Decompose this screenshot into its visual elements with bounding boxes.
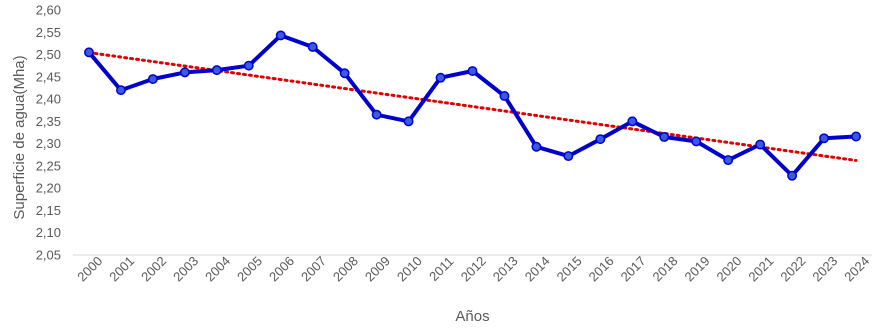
x-axis: 2000 2001 2002 2003 2004 2005 2006 2007 2008 2009… <box>73 253 872 284</box>
x-tick-label: 2005 <box>234 253 265 284</box>
x-tick-label: 2014 <box>522 253 553 284</box>
y-tick-label: 2,30 <box>36 136 61 151</box>
y-tick-label: 2,20 <box>36 181 61 196</box>
data-point <box>627 116 638 127</box>
data-point <box>467 66 478 76</box>
x-tick-label: 2008 <box>330 253 361 284</box>
x-tick-label: 2019 <box>682 253 713 284</box>
series-line <box>87 33 858 178</box>
data-point <box>755 139 766 150</box>
data-point <box>84 47 94 58</box>
data-point <box>787 170 798 181</box>
x-tick-label: 2002 <box>138 253 169 284</box>
x-tick-label: 2000 <box>74 253 105 284</box>
data-point <box>371 109 382 120</box>
x-tick-label: 2016 <box>586 253 617 284</box>
y-tick-label: 2,55 <box>36 25 61 40</box>
x-tick-label: 2012 <box>458 253 489 284</box>
x-tick-label: 2018 <box>650 253 681 284</box>
x-tick-label: 2015 <box>554 253 585 284</box>
y-axis: 2,05 2,10 2,15 2,20 2,25 2,30 2,35 2,40 2,45 2,50… <box>36 3 61 263</box>
data-point <box>531 141 542 152</box>
data-point <box>595 134 606 145</box>
x-tick-label: 2020 <box>713 253 744 284</box>
data-point <box>563 151 574 162</box>
data-point <box>819 133 830 144</box>
y-tick-label: 2,15 <box>36 203 61 218</box>
y-tick-label: 2,35 <box>36 114 61 129</box>
data-point <box>275 30 286 41</box>
data-point <box>499 91 510 101</box>
series <box>84 30 861 181</box>
data-point <box>403 116 414 127</box>
data-point <box>243 60 254 71</box>
x-tick-label: 2022 <box>777 253 808 284</box>
data-point <box>147 74 158 84</box>
x-tick-label: 2024 <box>841 253 872 284</box>
x-tick-label: 2023 <box>809 253 840 284</box>
data-point <box>435 72 446 83</box>
data-point <box>179 67 190 78</box>
y-tick-label: 2,60 <box>36 3 61 18</box>
x-tick-label: 2003 <box>170 253 201 284</box>
data-point <box>211 65 222 76</box>
data-point <box>115 85 126 96</box>
data-point <box>339 68 350 79</box>
x-axis-title: Años <box>455 308 489 325</box>
y-tick-label: 2,10 <box>36 225 61 240</box>
x-tick-label: 2009 <box>362 253 393 284</box>
y-axis-title: Superficie de agua(Mha) <box>11 55 28 219</box>
y-tick-label: 2,45 <box>36 69 61 84</box>
x-tick-label: 2017 <box>618 253 649 284</box>
y-tick-label: 2,05 <box>36 248 61 263</box>
x-tick-label: 2011 <box>426 254 456 284</box>
data-point <box>691 136 702 147</box>
x-tick-label: 2010 <box>394 253 425 284</box>
x-tick-label: 2007 <box>298 253 329 284</box>
data-point <box>851 131 861 142</box>
data-point <box>723 155 734 166</box>
x-tick-label: 2021 <box>745 253 776 284</box>
data-point <box>307 42 318 52</box>
x-tick-label: 2004 <box>202 253 233 284</box>
x-tick-label: 2001 <box>106 253 137 284</box>
y-tick-label: 2,50 <box>36 47 61 62</box>
data-point <box>659 132 670 142</box>
x-tick-label: 2013 <box>490 253 521 284</box>
y-tick-label: 2,25 <box>36 158 61 173</box>
x-tick-label: 2006 <box>266 253 297 284</box>
y-tick-label: 2,40 <box>36 92 61 107</box>
